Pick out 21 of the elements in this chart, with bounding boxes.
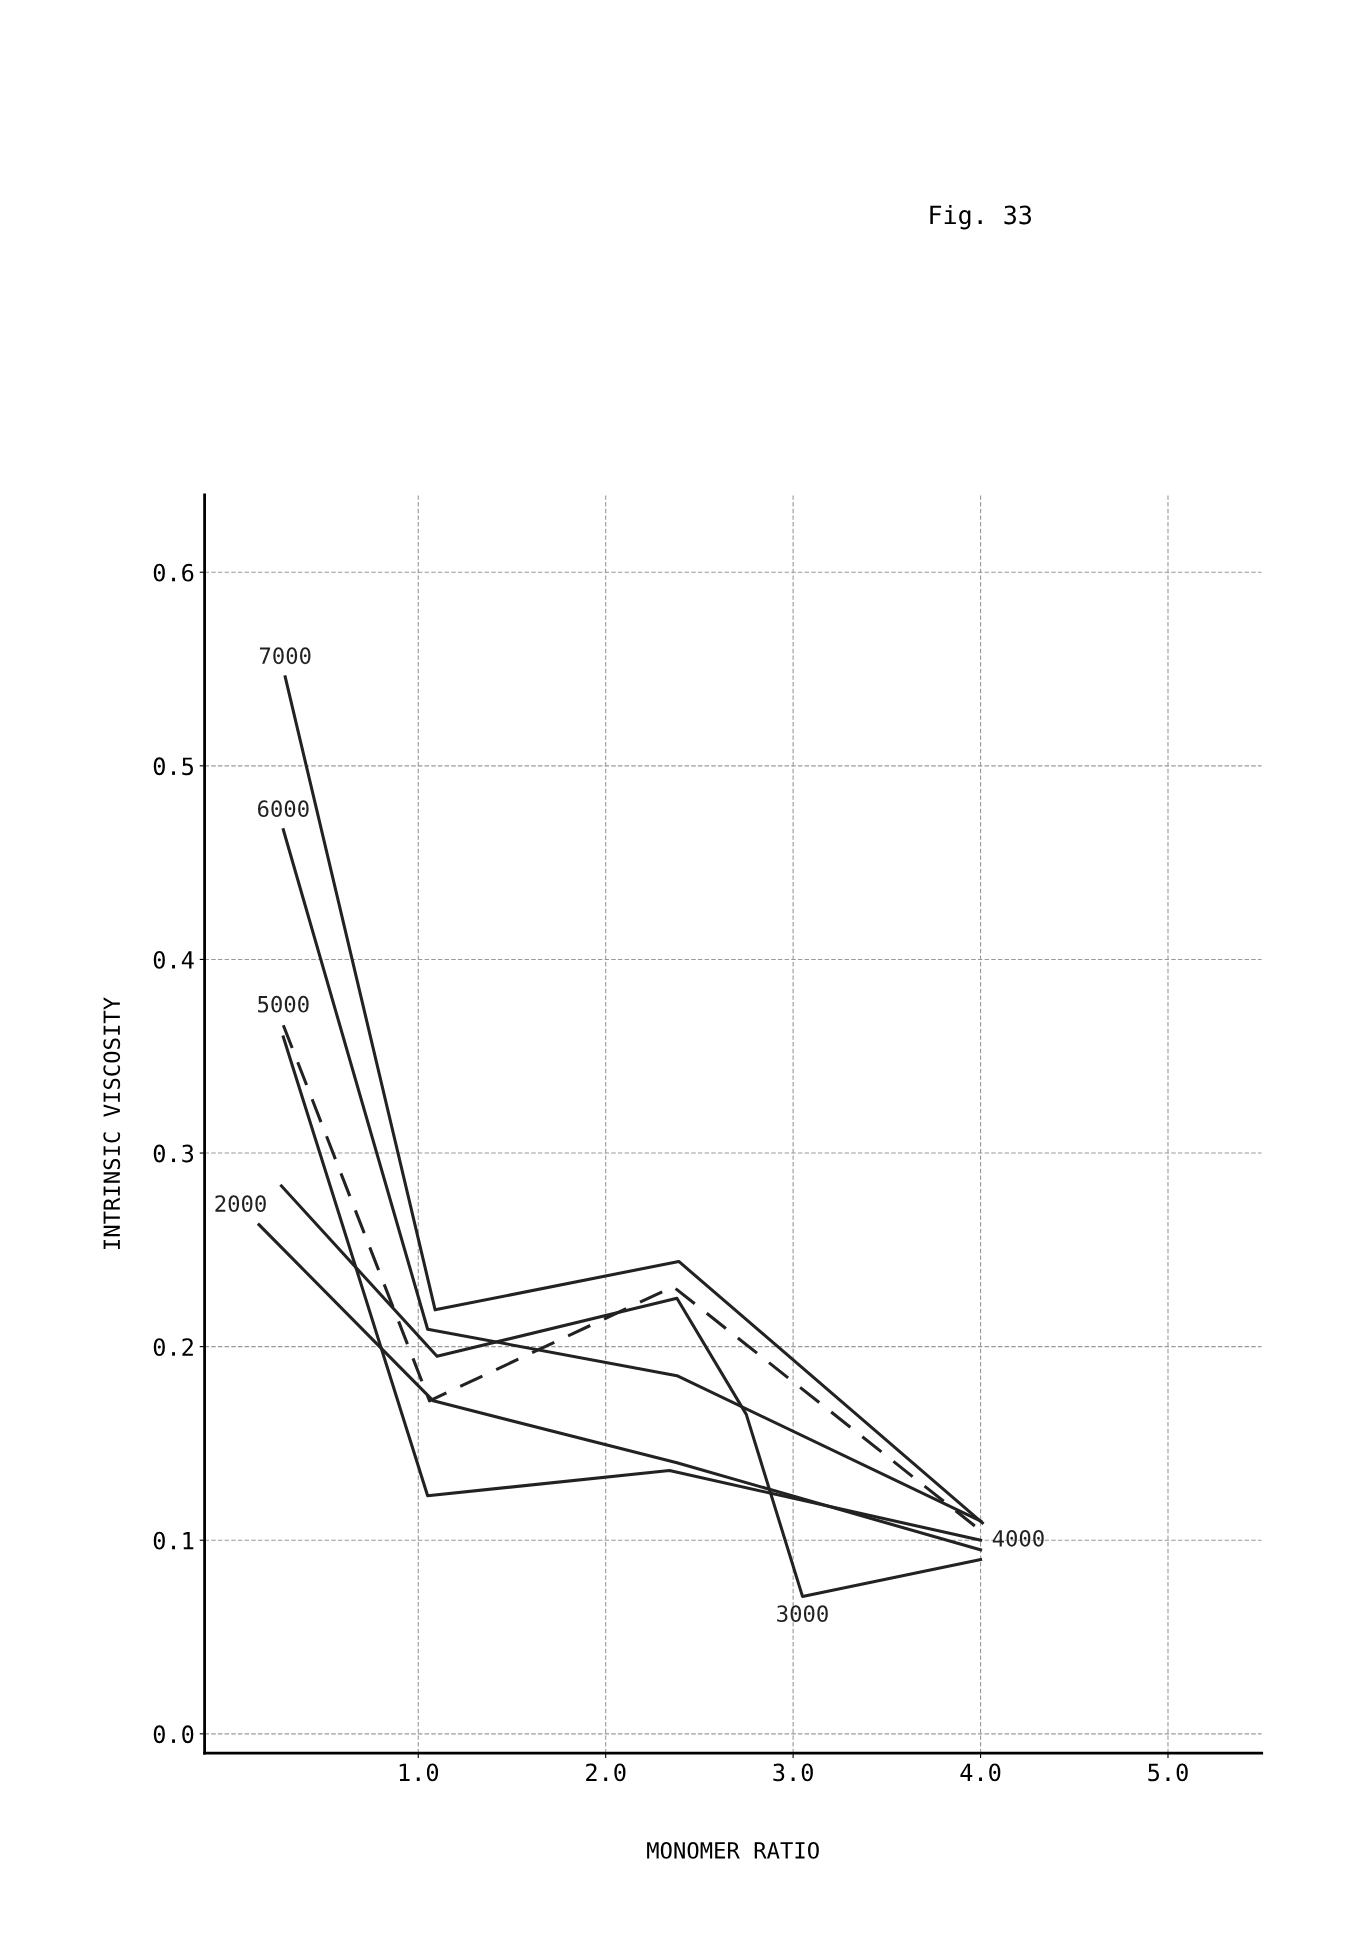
- x-axis-title: MONOMER RATIO: [647, 1841, 819, 1859]
- x-tick-label: 3.0: [773, 1763, 813, 1782]
- series-label: 5000: [258, 995, 309, 1013]
- x-tick-label: 5.0: [1148, 1763, 1188, 1782]
- x-tick-label: 1.0: [399, 1763, 439, 1782]
- series-label: 4000: [992, 1529, 1044, 1547]
- y-tick-label: 0.1: [153, 1531, 194, 1550]
- y-tick-label: 0.5: [153, 757, 193, 776]
- y-tick-label: 0.2: [153, 1338, 193, 1357]
- series-label: 3000: [777, 1605, 828, 1623]
- y-tick-label: 0.0: [153, 1725, 194, 1744]
- series-label: 2000: [215, 1195, 266, 1213]
- caption: Fig. 33: [930, 205, 1031, 230]
- x-tick-label: 4.0: [960, 1763, 1001, 1782]
- x-tick-label: 2.0: [586, 1763, 626, 1782]
- y-tick-label: 0.6: [153, 563, 194, 582]
- y-axis-title: INTRINSIC VISCOSITY: [103, 997, 121, 1249]
- series-label: 6000: [258, 800, 309, 818]
- y-tick-label: 0.3: [153, 1144, 194, 1163]
- y-tick-label: 0.4: [153, 950, 194, 969]
- series-label: 7000: [259, 647, 311, 665]
